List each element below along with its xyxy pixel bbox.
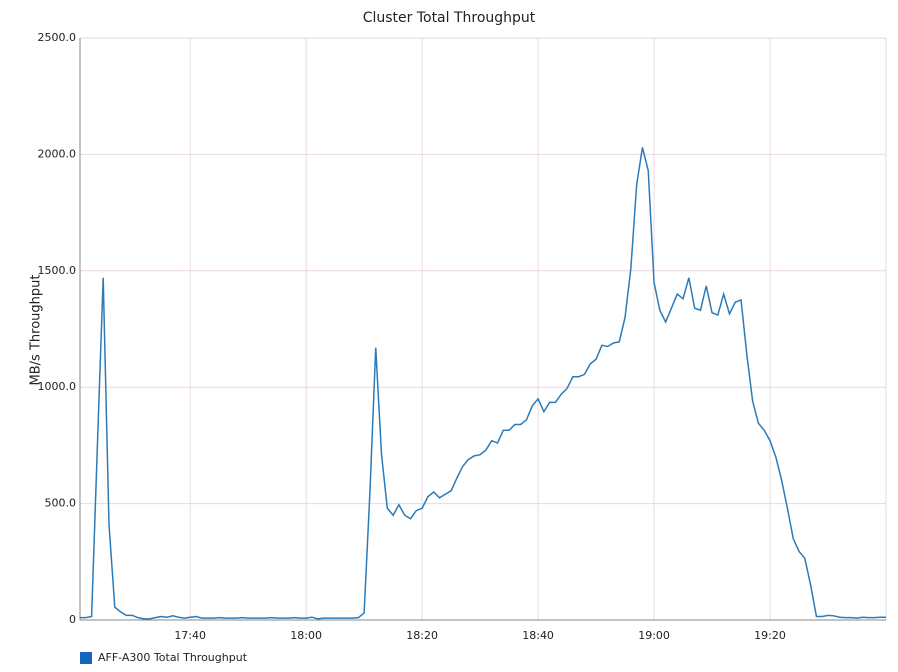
y-tick-label: 0: [69, 613, 76, 626]
x-tick-label: 18:40: [522, 629, 554, 642]
y-tick-label: 2500.0: [38, 31, 77, 44]
y-tick-label: 500.0: [45, 497, 77, 510]
x-tick-label: 18:00: [290, 629, 322, 642]
y-axis-label: MB/s Throughput: [29, 275, 44, 386]
legend-swatch: [80, 652, 92, 664]
x-tick-label: 19:00: [638, 629, 670, 642]
chart-title: Cluster Total Throughput: [363, 10, 536, 26]
legend-label: AFF-A300 Total Throughput: [98, 651, 248, 664]
series-line: [80, 147, 886, 620]
x-tick-label: 18:20: [406, 629, 438, 642]
plot-border: [79, 37, 887, 621]
y-tick-label: 1500.0: [38, 264, 77, 277]
y-tick-label: 2000.0: [38, 147, 77, 160]
x-tick-label: 17:40: [174, 629, 206, 642]
y-tick-label: 1000.0: [38, 380, 77, 393]
x-tick-label: 19:20: [754, 629, 786, 642]
